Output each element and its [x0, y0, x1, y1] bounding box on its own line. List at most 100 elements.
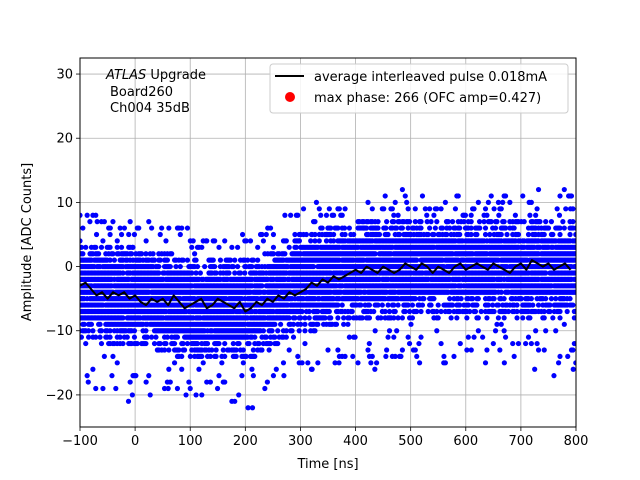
sample-point — [541, 315, 547, 321]
sample-point — [389, 206, 395, 212]
sample-point — [502, 193, 509, 199]
sample-point — [371, 308, 377, 315]
sample-point — [484, 347, 490, 353]
legend: average interleaved pulse 0.018mA max ph… — [269, 63, 569, 114]
sample-point — [315, 360, 321, 366]
y-tick-label: 0 — [65, 260, 73, 275]
sample-point — [392, 199, 398, 205]
sample-point — [528, 296, 534, 302]
sample-point — [171, 340, 178, 347]
legend-entry-average-pulse: average interleaved pulse 0.018mA — [314, 70, 547, 85]
x-tick-label: 700 — [508, 434, 533, 449]
sample-point — [80, 334, 85, 340]
sample-point — [510, 340, 516, 347]
sample-point — [302, 340, 308, 347]
sample-point — [384, 347, 390, 353]
sample-point — [219, 360, 225, 366]
sample-point — [553, 328, 559, 334]
sample-point — [385, 231, 391, 238]
sample-point — [179, 366, 185, 372]
outlier-point — [129, 392, 135, 398]
sample-point — [239, 373, 245, 379]
sample-point — [150, 251, 156, 257]
outlier-point — [125, 398, 132, 404]
sample-point — [156, 270, 162, 276]
sample-point — [167, 263, 173, 270]
sample-point — [180, 340, 186, 347]
sample-point — [269, 328, 275, 334]
x-tick-label: 200 — [233, 434, 258, 449]
outlier-point — [341, 225, 348, 231]
sample-point — [169, 251, 175, 257]
sample-point — [80, 225, 86, 231]
sample-point — [161, 347, 168, 353]
outlier-point — [281, 373, 287, 379]
sample-point — [464, 315, 470, 321]
outlier-point — [457, 340, 463, 347]
sample-point — [438, 206, 444, 212]
sample-point — [561, 321, 567, 327]
sample-point — [451, 353, 457, 360]
sample-point — [394, 328, 400, 334]
sample-point — [113, 385, 119, 392]
sample-point — [331, 212, 337, 218]
sample-point — [143, 340, 149, 347]
x-tick-label: 800 — [564, 434, 589, 449]
outlier-point — [441, 360, 447, 366]
sample-point — [200, 360, 206, 366]
sample-point — [352, 334, 358, 340]
sample-point — [543, 328, 549, 334]
sample-point — [528, 340, 534, 347]
outlier-point — [325, 347, 331, 353]
sample-point — [97, 334, 103, 340]
sample-point — [315, 321, 321, 327]
sample-point — [402, 193, 408, 199]
sample-point — [501, 296, 507, 302]
sample-point — [534, 206, 540, 212]
outlier-point — [87, 219, 93, 225]
sample-point — [418, 219, 424, 225]
sample-point — [448, 315, 454, 321]
outlier-point — [372, 366, 378, 372]
sample-point — [385, 334, 391, 340]
outlier-point — [308, 231, 315, 238]
sample-point — [189, 244, 195, 250]
sample-point — [438, 340, 444, 347]
y-tick-label: 30 — [56, 68, 73, 83]
sample-point — [93, 334, 99, 340]
sample-point — [136, 225, 142, 231]
sample-point — [159, 225, 165, 231]
sample-point — [570, 347, 576, 353]
sample-point — [184, 225, 191, 231]
outlier-point — [187, 385, 193, 392]
sample-point — [213, 353, 219, 360]
sample-point — [255, 257, 261, 263]
sample-point — [412, 206, 418, 212]
sample-point — [270, 244, 277, 250]
sample-point — [346, 225, 352, 231]
outlier-point — [501, 360, 507, 366]
sample-point — [193, 270, 199, 276]
outlier-point — [476, 219, 483, 225]
sample-point — [477, 225, 483, 231]
sample-point — [110, 251, 116, 257]
sample-point — [454, 315, 460, 321]
sample-point — [90, 328, 96, 334]
sample-point — [369, 206, 375, 212]
sample-point — [435, 315, 441, 321]
sample-point — [521, 219, 527, 225]
sample-point — [491, 296, 497, 302]
sample-point — [482, 206, 489, 212]
sample-point — [434, 328, 440, 334]
sample-point — [419, 302, 426, 308]
outlier-point — [468, 347, 474, 353]
sample-point — [173, 263, 179, 270]
sample-point — [557, 353, 563, 360]
sample-point — [468, 219, 474, 225]
sample-point — [495, 315, 502, 321]
sample-point — [427, 206, 433, 212]
sample-point — [501, 328, 507, 334]
sample-point — [504, 231, 510, 238]
outlier-point — [296, 238, 302, 244]
sample-point — [235, 244, 241, 250]
